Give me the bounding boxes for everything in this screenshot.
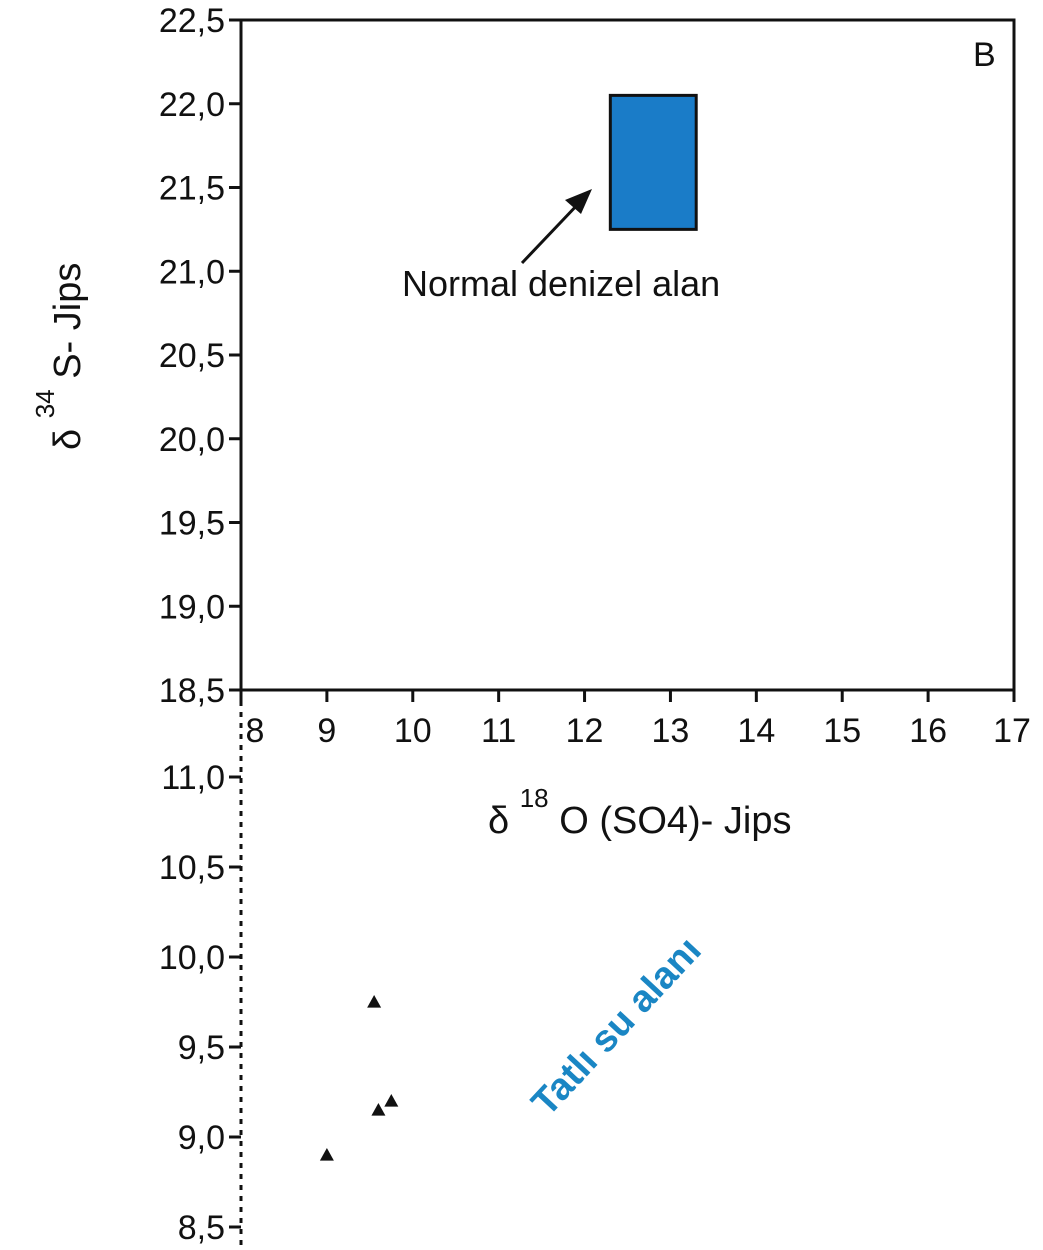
- y-ticks-lower: 11,0 10,5 10,0 9,5 9,0 8,5: [159, 759, 241, 1247]
- marine-field-label: Normal denizel alan: [402, 263, 720, 304]
- data-point: [371, 1103, 386, 1116]
- data-points: [319, 995, 399, 1161]
- panel-label: B: [973, 36, 996, 74]
- y-tick-label: 9,5: [178, 1029, 225, 1067]
- x-tick-label: 8: [246, 712, 265, 750]
- x-tick-label: 16: [909, 712, 947, 750]
- x-tick-label: 17: [993, 712, 1031, 750]
- y-tick-label: 11,0: [161, 759, 225, 797]
- y-tick-label: 22,0: [159, 86, 225, 124]
- x-axis-title-rest: O (SO4)- Jips: [559, 800, 791, 842]
- x-axis-title-prefix: δ: [488, 800, 509, 842]
- y-axis-title-superscript: 34: [30, 389, 60, 418]
- field-arrowhead: [565, 189, 592, 214]
- y-tick-label: 20,5: [159, 337, 225, 375]
- y-tick-label: 10,0: [159, 939, 225, 977]
- x-axis-title-superscript: 18: [520, 783, 549, 813]
- x-tick-label: 10: [394, 712, 432, 750]
- y-axis-title-prefix: δ: [47, 429, 89, 450]
- y-tick-label: 19,5: [159, 505, 225, 543]
- data-point: [319, 1148, 334, 1161]
- y-tick-label: 9,0: [178, 1119, 225, 1157]
- y-tick-label: 20,0: [159, 421, 225, 459]
- y-tick-label: 8,5: [178, 1209, 225, 1247]
- data-point: [367, 995, 382, 1008]
- freshwater-field-label: Tatlı su alanı: [524, 929, 710, 1124]
- x-tick-label: 14: [737, 712, 775, 750]
- y-tick-label: 10,5: [159, 849, 225, 887]
- y-axis-title-rest: S- Jips: [47, 263, 89, 379]
- y-tick-label: 22,5: [159, 2, 225, 40]
- y-tick-label: 19,0: [159, 588, 225, 626]
- field-arrow: [520, 200, 582, 265]
- x-axis-title: δ 18 O (SO4)- Jips: [488, 774, 791, 842]
- y-axis-title: δ 34 S- Jips: [21, 263, 89, 450]
- y-ticks-upper: 22,5 22,0 21,5 21,0 20,5 20,0 19,5 19,0 18,5: [159, 2, 241, 710]
- y-tick-label: 21,0: [159, 253, 225, 291]
- data-point: [384, 1094, 399, 1107]
- x-tick-label: 9: [317, 712, 336, 750]
- x-tick-label: 15: [823, 712, 861, 750]
- y-tick-label: 21,5: [159, 170, 225, 208]
- x-tick-label: 11: [481, 712, 516, 750]
- x-tick-label: 12: [566, 712, 604, 750]
- x-ticks: 8 9 10 11 12 13 14 15 16 17: [239, 690, 1031, 750]
- y-tick-label: 18,5: [159, 672, 225, 710]
- marine-field-box: [608, 93, 698, 231]
- x-tick-label: 13: [652, 712, 690, 750]
